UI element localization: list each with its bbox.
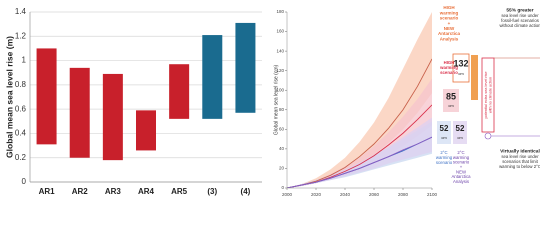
annotation: scenario — [453, 160, 470, 165]
annotation: HIGH — [444, 60, 455, 65]
annotation: Antarctica — [438, 31, 461, 36]
y-tick-label: 1.2 — [15, 31, 27, 40]
y-tick-label: 1 — [22, 56, 27, 65]
bar — [102, 73, 123, 161]
annotation: cm — [448, 103, 454, 108]
marker-circle — [484, 132, 492, 140]
value-box — [443, 89, 459, 112]
x-tick-label: AR5 — [171, 187, 188, 196]
y-tick-label: 20 — [279, 166, 285, 171]
annotation: scenario — [440, 16, 459, 21]
annotation: cm — [457, 135, 463, 140]
band — [287, 117, 432, 188]
annotation: 52 — [440, 124, 449, 133]
annotation: 2°C — [440, 150, 447, 155]
value-box — [452, 53, 470, 83]
y-tick-label: 160 — [276, 29, 284, 34]
bar — [235, 22, 256, 113]
plot-area — [287, 12, 432, 188]
x-tick-label: 2040 — [340, 192, 351, 197]
annotation: potential extra sea level rise — [484, 71, 488, 118]
bar — [169, 64, 190, 119]
y-tick-label: 0.8 — [15, 80, 27, 89]
annotation: 52 — [456, 124, 465, 133]
y-tick-label: 180 — [276, 9, 284, 14]
bar — [202, 35, 223, 119]
y-tick-label: 80 — [279, 107, 285, 112]
line — [287, 58, 432, 188]
y-tick-label: 100 — [276, 87, 284, 92]
annotation: Antarctica — [451, 174, 471, 179]
y-tick-label: 0.6 — [15, 104, 27, 113]
annotation: + — [448, 21, 451, 26]
y-tick-label: 0.4 — [15, 129, 27, 138]
band — [287, 12, 432, 188]
annotation: Analysis — [440, 36, 459, 41]
annotation: Analysis — [453, 179, 469, 184]
annotation: warming — [453, 155, 470, 160]
annotation: cm — [458, 71, 464, 76]
annotation: NEW — [456, 169, 467, 174]
annotation: warming — [436, 155, 453, 160]
annotation: scenarios that limit — [502, 159, 538, 164]
bar — [136, 110, 156, 151]
y-tick-label: 0 — [281, 185, 284, 190]
x-tick-label: 2100 — [427, 192, 438, 197]
y-tick-label: 40 — [279, 146, 285, 151]
y-axis-label: Global mean sea level rise (cm) — [273, 65, 279, 136]
x-tick-label: 2000 — [282, 192, 293, 197]
annotation: sea level rise under — [501, 154, 539, 159]
annotation: NEW — [444, 26, 455, 31]
annotation: HIGH — [443, 5, 454, 10]
bar — [36, 48, 57, 145]
bracket — [481, 57, 495, 133]
y-tick-label: 0 — [22, 177, 27, 186]
annotation: scenario — [436, 160, 453, 165]
annotation: warming — [439, 10, 459, 15]
annotation: sea level rise under — [501, 13, 539, 18]
y-tick-label: 140 — [276, 48, 284, 53]
x-tick-label: (4) — [241, 187, 251, 196]
annotation: warming — [439, 65, 458, 70]
y-tick-label: 60 — [279, 127, 285, 132]
bar — [69, 67, 90, 158]
y-tick-label: 0.2 — [15, 153, 27, 162]
annotation: 2°C — [457, 150, 464, 155]
annotation: scenario — [440, 70, 458, 75]
value-box — [453, 121, 467, 144]
x-tick-label: AR3 — [105, 187, 122, 196]
annotation: 55% greater — [506, 7, 533, 13]
annotation: with no climate action — [489, 77, 493, 113]
x-tick-label: AR2 — [72, 187, 89, 196]
x-tick-label: AR1 — [39, 187, 56, 196]
annotation: fossil-fuel scenarios — [501, 18, 539, 23]
annotation: 85 — [446, 91, 456, 101]
x-tick-label: 2020 — [311, 192, 322, 197]
x-tick-label: (3) — [207, 187, 217, 196]
chart: 0 0.2 0.4 0.6 0.8 1 1.2 1.4 Global mean sea leve… — [4, 5, 540, 197]
annotation: + — [460, 165, 463, 170]
x-tick-label: 2060 — [369, 192, 380, 197]
annotation: 132 — [453, 58, 468, 68]
x-tick-label: 2080 — [398, 192, 409, 197]
y-axis-label: Global mean sea level rise (m) — [4, 36, 14, 158]
value-box — [437, 121, 451, 144]
annotation: cm — [441, 135, 447, 140]
y-tick-label: 120 — [276, 68, 284, 73]
annotation: warming to below 2°C — [499, 164, 540, 169]
x-tick-label: AR4 — [138, 187, 155, 196]
extra-bar — [471, 55, 478, 100]
line — [287, 136, 432, 188]
y-tick-label: 1.4 — [15, 7, 27, 16]
annotation: Virtually identical — [500, 148, 540, 154]
annotation: without climate action — [499, 23, 540, 28]
